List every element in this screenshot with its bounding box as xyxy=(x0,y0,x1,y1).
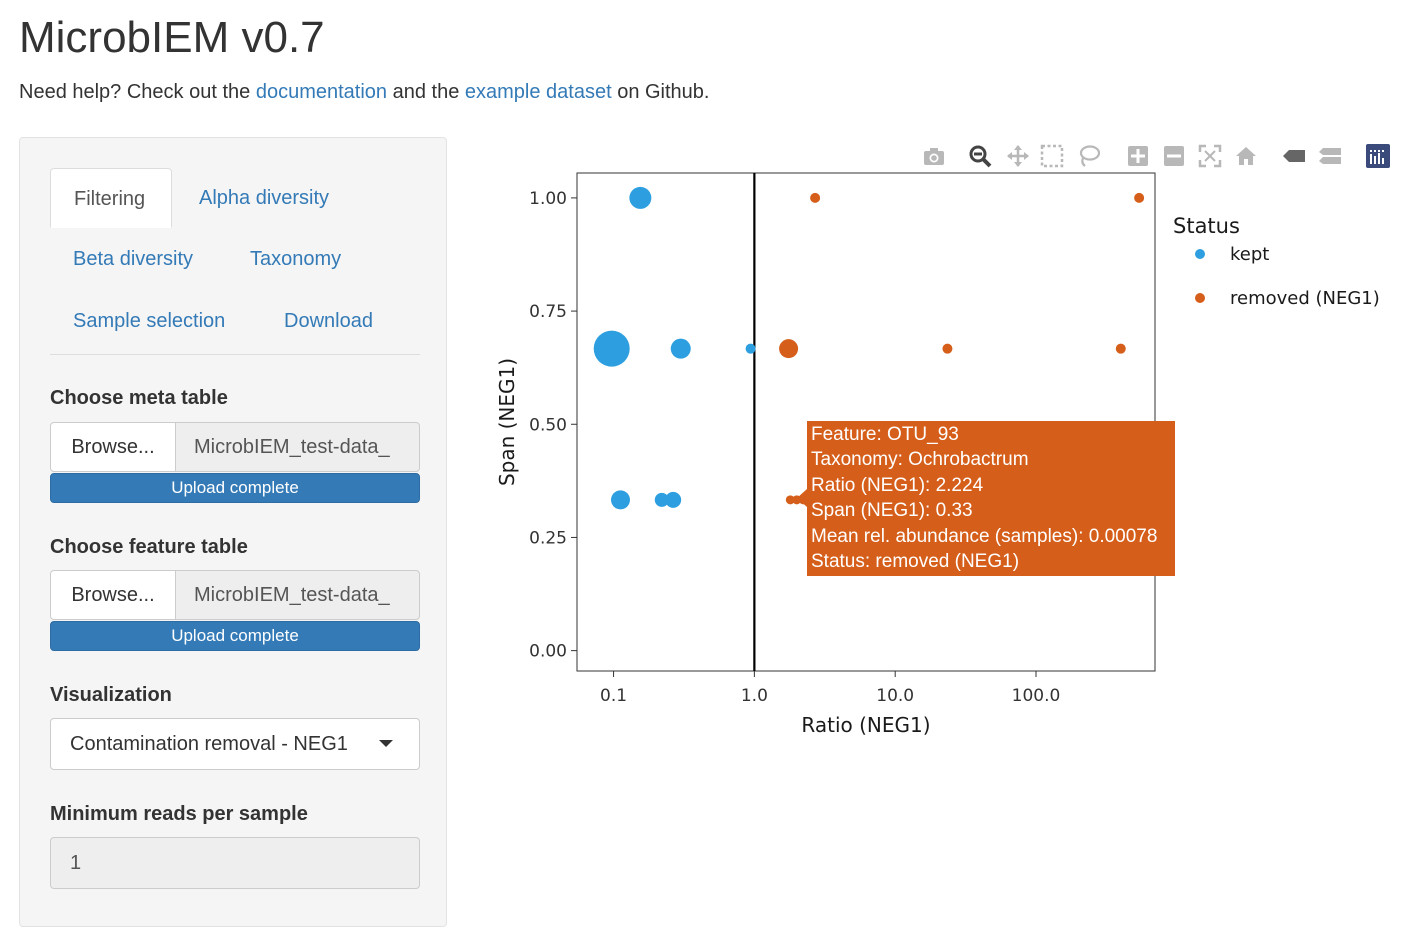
y-tick-label: 0.00 xyxy=(529,642,567,662)
box-select-icon[interactable] xyxy=(1036,140,1068,172)
tooltip-span: Span (NEG1): 0.33 xyxy=(811,500,973,522)
documentation-link[interactable]: documentation xyxy=(255,81,388,103)
point-removed[interactable] xyxy=(810,192,821,203)
y-tick-label: 0.25 xyxy=(529,528,567,548)
y-axis-label: Span (NEG1) xyxy=(495,358,519,486)
point-removed[interactable] xyxy=(942,343,953,354)
zoom-out-icon[interactable] xyxy=(1158,140,1190,172)
point-kept[interactable] xyxy=(629,186,652,209)
reset-axes-icon[interactable] xyxy=(1230,140,1262,172)
legend-title: Status xyxy=(1173,214,1240,238)
feature-table-file-input: Browse... MicrobIEM_test-data_ xyxy=(50,570,420,620)
min-reads-label: Minimum reads per sample xyxy=(50,803,308,825)
camera-icon[interactable] xyxy=(918,140,950,172)
x-tick-label: 0.1 xyxy=(600,686,627,706)
legend-swatch xyxy=(1195,293,1205,303)
visualization-selected-value: Contamination removal - NEG1 xyxy=(70,733,348,755)
feature-file-name: MicrobIEM_test-data_ xyxy=(175,570,420,620)
point-removed[interactable] xyxy=(785,495,795,505)
plot-modebar xyxy=(918,140,1398,172)
legend-swatch xyxy=(1195,249,1205,259)
point-kept[interactable] xyxy=(745,343,756,354)
plotly-logo-icon[interactable] xyxy=(1362,140,1394,172)
y-tick-label: 1.00 xyxy=(529,189,567,209)
x-tick-label: 1.0 xyxy=(741,686,768,706)
hover-closest-icon[interactable] xyxy=(1278,140,1310,172)
meta-browse-button[interactable]: Browse... xyxy=(50,422,176,472)
meta-upload-progress: Upload complete xyxy=(50,473,420,503)
meta-file-name: MicrobIEM_test-data_ xyxy=(175,422,420,472)
autoscale-icon[interactable] xyxy=(1194,140,1226,172)
y-tick-label: 0.75 xyxy=(529,302,567,322)
feature-browse-button[interactable]: Browse... xyxy=(50,570,176,620)
tab-beta-diversity[interactable]: Beta diversity xyxy=(73,248,194,270)
chevron-down-icon xyxy=(379,740,393,747)
help-text: Need help? Check out the documentation a… xyxy=(19,80,709,104)
tab-bar: Filtering Alpha diversity Beta diversity… xyxy=(50,168,420,355)
x-tick-label: 100.0 xyxy=(1012,686,1061,706)
y-tick-label: 0.50 xyxy=(529,415,567,435)
visualization-select[interactable]: Contamination removal - NEG1 xyxy=(50,718,420,770)
tab-alpha-diversity[interactable]: Alpha diversity xyxy=(199,187,330,209)
zoom-icon[interactable] xyxy=(964,140,996,172)
app-title: MicrobIEM v0.7 xyxy=(19,13,325,62)
help-suffix: on Github. xyxy=(611,81,710,103)
visualization-label: Visualization xyxy=(50,684,172,706)
tab-download[interactable]: Download xyxy=(284,310,373,332)
min-reads-input[interactable]: 1 xyxy=(50,837,420,889)
point-removed[interactable] xyxy=(1115,343,1126,354)
tooltip-feature: Feature: OTU_93 xyxy=(811,424,959,445)
tooltip-taxonomy: Taxonomy: Ochrobactrum xyxy=(811,449,1029,471)
point-kept[interactable] xyxy=(665,491,682,508)
hover-tooltip: Feature: OTU_93 Taxonomy: Ochrobactrum R… xyxy=(807,421,1175,576)
meta-table-file-input: Browse... MicrobIEM_test-data_ xyxy=(50,422,420,472)
help-prefix: Need help? Check out the xyxy=(19,81,256,103)
tooltip-arrow xyxy=(797,489,807,507)
hover-compare-icon[interactable] xyxy=(1314,140,1346,172)
contamination-scatter-chart[interactable]: 0.00 0.25 0.50 0.75 1.00 0.1 1.0 10.0 100.0 Rat… xyxy=(490,140,1400,760)
zoom-in-icon[interactable] xyxy=(1122,140,1154,172)
x-axis-label: Ratio (NEG1) xyxy=(801,713,930,737)
legend: kept removed (NEG1) xyxy=(1195,244,1380,309)
tooltip-ratio: Ratio (NEG1): 2.224 xyxy=(811,474,984,496)
point-removed[interactable] xyxy=(779,339,799,359)
tab-filtering[interactable]: Filtering xyxy=(50,168,172,228)
sidebar-panel: Filtering Alpha diversity Beta diversity… xyxy=(19,137,447,927)
legend-item-label: kept xyxy=(1230,244,1269,265)
x-tick-label: 10.0 xyxy=(876,686,914,706)
point-kept[interactable] xyxy=(593,330,630,367)
tab-sample-selection[interactable]: Sample selection xyxy=(73,310,226,332)
point-kept[interactable] xyxy=(670,338,691,359)
tooltip-status: Status: removed (NEG1) xyxy=(811,551,1020,573)
legend-item-label: removed (NEG1) xyxy=(1230,288,1380,309)
meta-table-label: Choose meta table xyxy=(50,387,228,409)
help-middle: and the xyxy=(387,81,465,103)
tab-taxonomy[interactable]: Taxonomy xyxy=(250,248,342,270)
scatter-plot[interactable]: 0.00 0.25 0.50 0.75 1.00 0.1 1.0 10.0 100.0 Rat… xyxy=(490,140,1400,760)
pan-icon[interactable] xyxy=(1002,140,1034,172)
tooltip-abundance: Mean rel. abundance (samples): 0.00078 xyxy=(811,525,1158,547)
point-kept[interactable] xyxy=(610,490,630,510)
feature-upload-progress: Upload complete xyxy=(50,621,420,651)
point-removed[interactable] xyxy=(1134,192,1145,203)
lasso-select-icon[interactable] xyxy=(1073,140,1105,172)
point-kept[interactable] xyxy=(654,492,669,507)
example-dataset-link[interactable]: example dataset xyxy=(464,81,612,103)
feature-table-label: Choose feature table xyxy=(50,536,248,558)
